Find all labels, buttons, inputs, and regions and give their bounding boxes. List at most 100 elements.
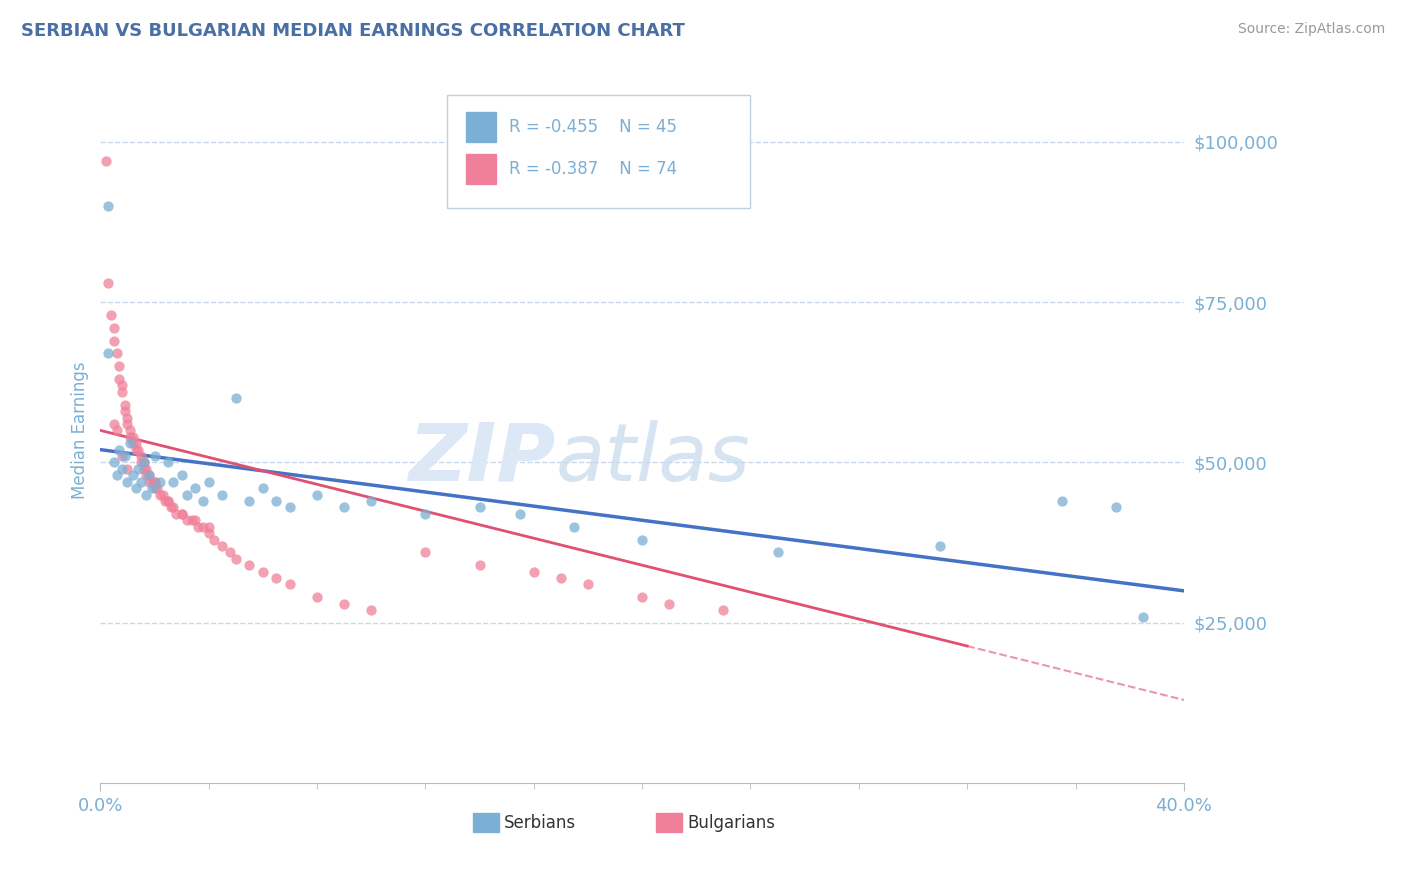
Point xyxy=(117,462,139,476)
Point xyxy=(132,455,155,469)
Y-axis label: Median Earnings: Median Earnings xyxy=(72,361,89,500)
Point xyxy=(149,475,172,489)
Point xyxy=(170,507,193,521)
Point xyxy=(120,436,142,450)
Point xyxy=(468,500,491,515)
Point xyxy=(225,551,247,566)
Text: atlas: atlas xyxy=(555,419,751,498)
Point xyxy=(631,591,654,605)
Point xyxy=(141,475,163,489)
Point xyxy=(111,384,134,399)
Point xyxy=(155,494,177,508)
Point xyxy=(278,577,301,591)
Point xyxy=(266,494,288,508)
Point xyxy=(120,430,142,444)
Point xyxy=(105,346,128,360)
Point xyxy=(176,487,198,501)
Text: R = -0.387    N = 74: R = -0.387 N = 74 xyxy=(509,161,676,178)
Point xyxy=(252,481,274,495)
Point xyxy=(97,276,120,290)
Point xyxy=(197,475,219,489)
Point xyxy=(124,481,146,495)
Point xyxy=(468,558,491,573)
Point xyxy=(120,424,142,438)
Point xyxy=(129,449,152,463)
Text: Source: ZipAtlas.com: Source: ZipAtlas.com xyxy=(1237,22,1385,37)
Point xyxy=(307,487,329,501)
Point xyxy=(114,404,136,418)
Point xyxy=(1050,494,1073,508)
Point xyxy=(132,455,155,469)
Point xyxy=(129,455,152,469)
Point xyxy=(124,442,146,457)
Point xyxy=(170,468,193,483)
Point xyxy=(162,475,184,489)
Point xyxy=(197,526,219,541)
Point xyxy=(193,494,215,508)
Bar xyxy=(465,154,496,184)
Point xyxy=(157,494,180,508)
Point xyxy=(202,533,225,547)
Text: Bulgarians: Bulgarians xyxy=(688,814,775,831)
Point xyxy=(141,481,163,495)
Point xyxy=(193,519,215,533)
Point xyxy=(103,320,125,334)
Point xyxy=(127,442,149,457)
Point xyxy=(238,558,260,573)
Point xyxy=(94,153,117,168)
Point xyxy=(184,513,207,527)
Point xyxy=(631,533,654,547)
Point xyxy=(157,455,180,469)
Point xyxy=(170,507,193,521)
Point xyxy=(252,565,274,579)
Point xyxy=(103,417,125,431)
Point xyxy=(121,430,143,444)
Point xyxy=(135,468,157,483)
Bar xyxy=(465,112,496,142)
Point xyxy=(266,571,288,585)
Point xyxy=(103,334,125,348)
Point xyxy=(576,577,599,591)
Point xyxy=(105,424,128,438)
Point xyxy=(132,462,155,476)
Point xyxy=(184,481,207,495)
Point xyxy=(929,539,952,553)
Point xyxy=(117,475,139,489)
Point xyxy=(108,372,131,386)
Point xyxy=(550,571,572,585)
Point xyxy=(162,500,184,515)
Point xyxy=(100,308,122,322)
Point xyxy=(103,455,125,469)
Point xyxy=(360,603,382,617)
Point xyxy=(149,487,172,501)
Text: R = -0.455    N = 45: R = -0.455 N = 45 xyxy=(509,118,676,136)
Text: ZIP: ZIP xyxy=(408,419,555,498)
Point xyxy=(124,436,146,450)
Point xyxy=(1132,609,1154,624)
Point xyxy=(157,494,180,508)
Text: Serbians: Serbians xyxy=(505,814,576,831)
Point xyxy=(307,591,329,605)
Point xyxy=(181,513,204,527)
Point xyxy=(143,449,166,463)
Point xyxy=(176,513,198,527)
Point xyxy=(165,507,187,521)
Point xyxy=(111,378,134,392)
Point xyxy=(211,487,233,501)
Point xyxy=(138,475,160,489)
Point xyxy=(108,442,131,457)
Point xyxy=(564,519,586,533)
Point xyxy=(121,468,143,483)
Point xyxy=(333,500,356,515)
Point xyxy=(509,507,531,521)
Point xyxy=(138,468,160,483)
Point xyxy=(238,494,260,508)
Point xyxy=(523,565,546,579)
Point xyxy=(111,462,134,476)
Point xyxy=(108,359,131,374)
Point xyxy=(152,487,174,501)
Point xyxy=(219,545,242,559)
Point xyxy=(278,500,301,515)
Point xyxy=(117,410,139,425)
Point xyxy=(135,462,157,476)
